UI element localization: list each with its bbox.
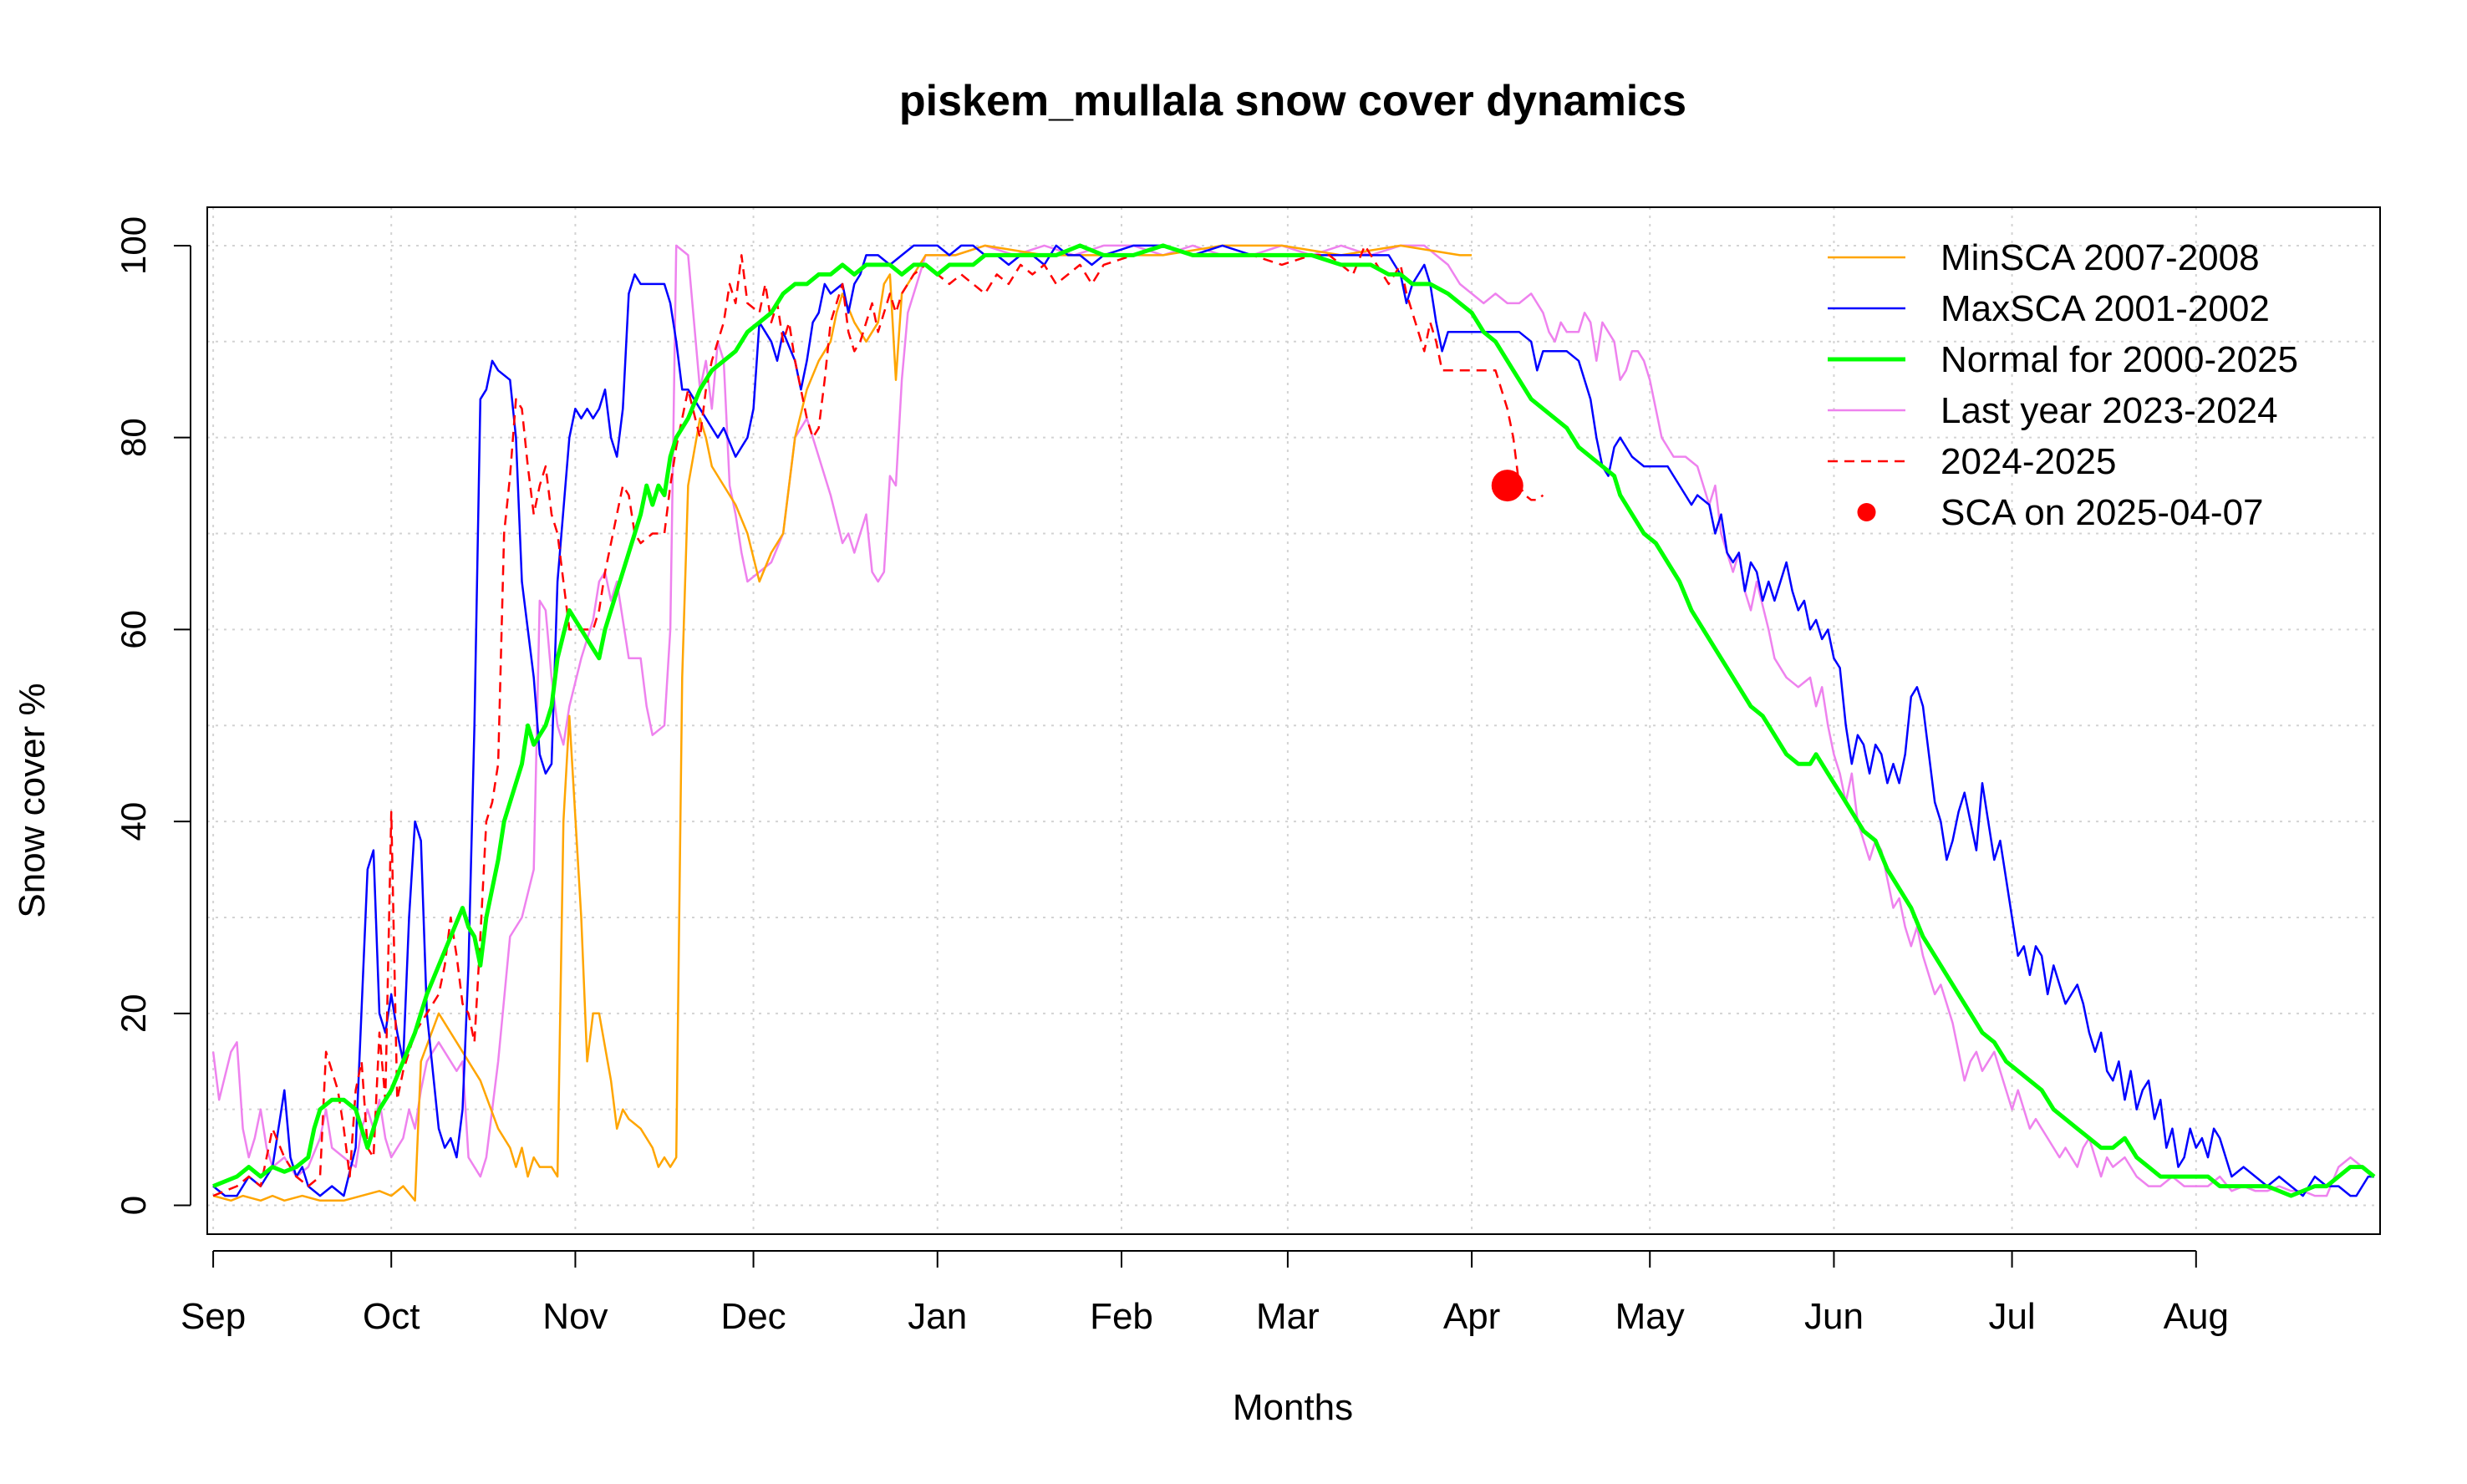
grid-lines [207,207,2380,1234]
y-tick-label: 40 [114,802,153,841]
x-axis-label: Months [1233,1387,1353,1428]
y-tick-label: 80 [114,418,153,457]
x-tick-label: Dec [720,1296,786,1337]
x-tick-label: Apr [1443,1296,1500,1337]
x-tick-label: Sep [181,1296,246,1337]
legend-label: MaxSCA 2001-2002 [1941,288,2270,329]
legend: MinSCA 2007-2008 MaxSCA 2001-2002 Normal f… [1828,237,2298,533]
x-tick-label: Oct [363,1296,420,1337]
y-tick-label: 0 [114,1196,153,1215]
y-tick-label: 20 [114,994,153,1033]
x-tick-label: Feb [1090,1296,1153,1337]
series-line-4 [212,244,1544,1197]
highlight-point [1491,470,1523,502]
legend-label: SCA on 2025-04-07 [1941,492,2264,533]
x-tick-label: Aug [2164,1296,2229,1337]
y-axis-label: Snow cover % [12,683,53,917]
series-lines [211,243,2376,1202]
x-tick-label: May [1615,1296,1685,1337]
series-line-1 [212,244,2374,1197]
y-tick-label: 100 [114,216,153,275]
plot-frame [206,206,2381,1235]
legend-label: Last year 2023-2024 [1941,390,2278,431]
x-tick-label: Jun [1804,1296,1864,1337]
legend-marker-highlight [1857,503,1876,521]
axes: 0 20 40 60 80 100 Sep Oct Nov Dec Jan Feb Mar Apr May J… [114,216,2229,1337]
series-line-0 [212,244,1473,1202]
highlight-point-layer [1491,470,1523,502]
x-tick-label: Mar [1256,1296,1320,1337]
legend-label: 2024-2025 [1941,441,2116,482]
y-tick-label: 60 [114,610,153,649]
x-tick-label: Nov [542,1296,608,1337]
legend-label: MinSCA 2007-2008 [1941,237,2260,278]
series-line-3 [211,244,2375,1197]
x-tick-label: Jul [1988,1296,2035,1337]
legend-label: Normal for 2000-2025 [1941,339,2298,380]
chart-title: piskem_mullala snow cover dynamics [899,77,1686,125]
series-line-2 [212,243,2376,1198]
x-tick-label: Jan [908,1296,967,1337]
